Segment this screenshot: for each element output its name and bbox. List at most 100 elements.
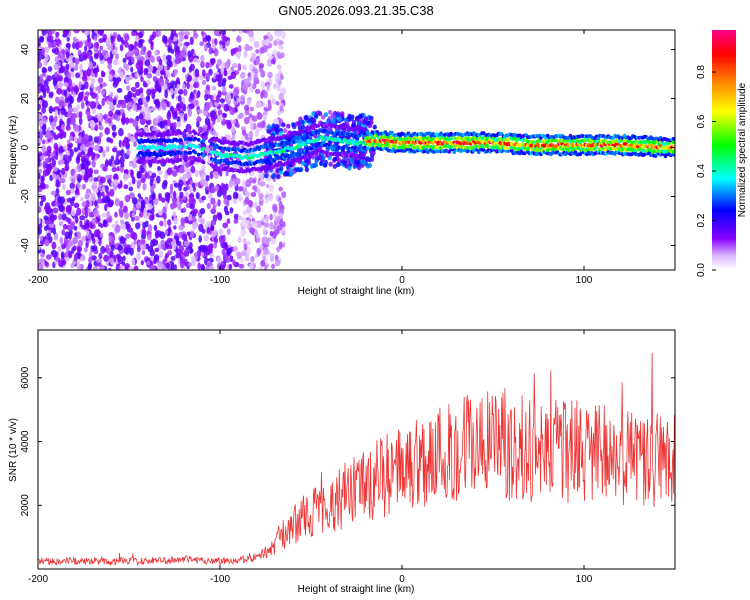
heatmap-cell <box>46 35 52 43</box>
heatmap-cell <box>148 170 153 176</box>
heatmap-cell <box>281 191 287 199</box>
heatmap-cell <box>153 224 158 231</box>
heatmap-cell <box>182 195 187 201</box>
heatmap-cell <box>121 139 126 147</box>
heatmap-cell <box>317 111 323 117</box>
heatmap-cell <box>156 175 161 184</box>
heatmap-cell <box>671 137 675 141</box>
heatmap-cell <box>134 40 139 47</box>
heatmap-cell <box>131 104 137 111</box>
heatmap-cell <box>342 160 348 166</box>
heatmap-cell <box>227 121 232 130</box>
heatmap-cell <box>282 149 286 154</box>
heatmap-cell <box>224 210 230 216</box>
heatmap-cell <box>38 61 42 69</box>
heatmap-cells <box>38 30 675 270</box>
heatmap-cell <box>242 83 249 91</box>
heatmap-cell <box>193 136 198 141</box>
heatmap-cell <box>135 222 141 230</box>
heatmap-cell <box>130 86 137 93</box>
heatmap-cell <box>236 35 242 43</box>
heatmap-cell <box>369 156 375 162</box>
heatmap-cell <box>214 30 220 36</box>
heatmap-cell <box>162 53 166 62</box>
heatmap-cell <box>38 103 41 111</box>
heatmap-cell <box>176 116 181 122</box>
heatmap-cell <box>45 166 51 176</box>
heatmap-cell <box>38 78 45 84</box>
heatmap-cell <box>42 72 46 77</box>
heatmap-cell <box>147 224 153 233</box>
heatmap-cell <box>196 158 201 163</box>
heatmap-cell <box>274 229 280 235</box>
heatmap-cell <box>83 246 88 253</box>
heatmap-cell <box>99 131 103 138</box>
heatmap-cell <box>188 213 193 222</box>
heatmap-cell <box>75 216 79 224</box>
heatmap-cell <box>263 246 269 255</box>
heatmap-cell <box>167 219 172 227</box>
heatmap-cell <box>262 227 267 236</box>
heatmap-cell <box>237 215 243 221</box>
heatmap-cell <box>217 199 221 207</box>
heatmap-cell <box>137 193 141 198</box>
heatmap-cell <box>217 73 223 82</box>
heatmap-cell <box>365 163 371 169</box>
heatmap-cell <box>119 200 124 209</box>
heatmap-cell <box>73 65 79 71</box>
heatmap-cell <box>219 44 223 50</box>
heatmap-cell <box>106 191 110 198</box>
heatmap-cell <box>201 228 206 234</box>
heatmap-cell <box>128 162 133 167</box>
heatmap-cell <box>182 173 186 182</box>
heatmap-cell <box>269 230 274 237</box>
heatmap-cell <box>70 263 75 269</box>
heatmap-cell <box>105 244 110 250</box>
heatmap-cell <box>152 75 158 82</box>
heatmap-cell <box>92 188 99 194</box>
heatmap-cell <box>244 197 250 205</box>
heatmap-cell <box>140 76 144 82</box>
heatmap-cell <box>76 181 81 189</box>
heatmap-cell <box>266 58 273 67</box>
heatmap-cell <box>137 171 143 179</box>
heatmap-cell <box>38 224 43 230</box>
heatmap-cell <box>128 75 133 81</box>
heatmap-cell <box>43 215 49 221</box>
heatmap-cell <box>214 184 220 192</box>
heatmap-cell <box>40 252 45 258</box>
heatmap-cell <box>192 208 198 215</box>
heatmap-cell <box>347 113 352 119</box>
heatmap-cell <box>93 209 100 218</box>
heatmap-cell <box>259 266 264 270</box>
heatmap-cell <box>62 145 68 150</box>
heatmap-cell <box>103 219 107 227</box>
heatmap-cell <box>177 95 182 102</box>
heatmap-cell <box>311 111 316 117</box>
heatmap-cell <box>196 115 201 122</box>
heatmap-cell <box>188 103 195 110</box>
heatmap-cell <box>121 237 127 242</box>
heatmap-cell <box>140 177 146 184</box>
heatmap-cell <box>178 245 185 252</box>
heatmap-cell <box>238 186 244 192</box>
heatmap-cell <box>46 85 50 94</box>
spectrogram-y-tick-label: -40 <box>20 238 31 253</box>
heatmap-cell <box>102 195 109 204</box>
heatmap-cell <box>128 266 134 270</box>
heatmap-cell <box>277 109 282 116</box>
heatmap-cell <box>212 171 219 177</box>
heatmap-cell <box>349 158 354 164</box>
heatmap-cell <box>79 63 83 71</box>
heatmap-cell <box>103 254 109 262</box>
heatmap-cell <box>162 206 167 214</box>
heatmap-cell <box>85 91 90 96</box>
heatmap-cell <box>168 244 173 250</box>
snr-y-tick-label: 4000 <box>20 430 31 453</box>
heatmap-cell <box>233 213 239 221</box>
heatmap-cell <box>154 50 159 57</box>
heatmap-cell <box>61 243 66 250</box>
heatmap-cell <box>86 68 91 77</box>
heatmap-cell <box>64 97 69 103</box>
